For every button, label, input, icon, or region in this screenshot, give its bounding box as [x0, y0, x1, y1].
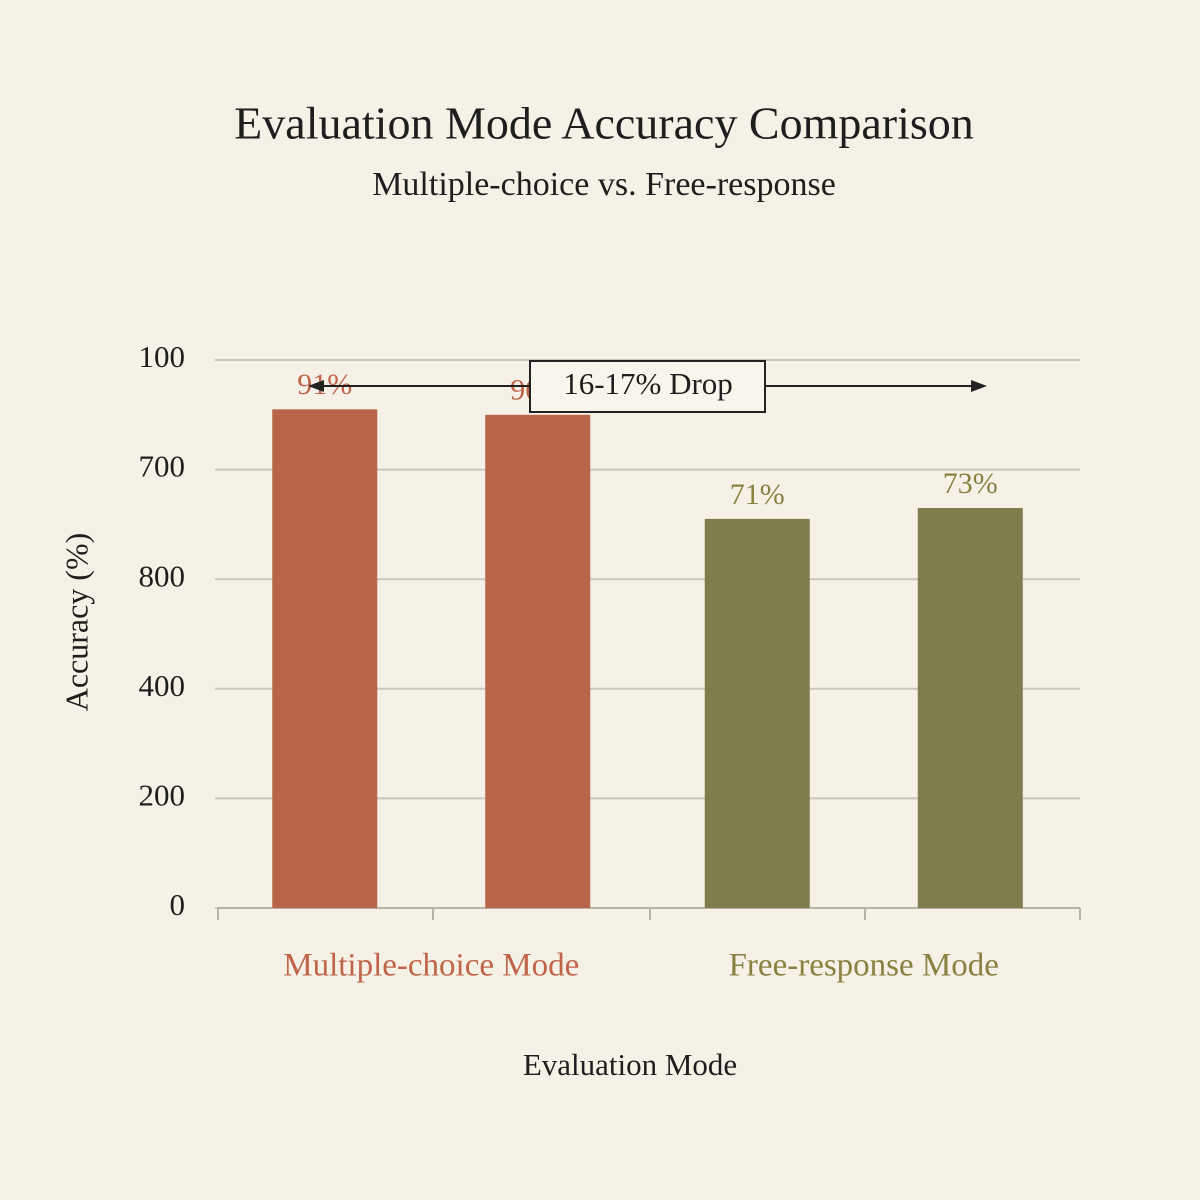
y-tick-label: 400 [139, 668, 186, 703]
bar [917, 507, 1023, 908]
y-tick-label: 700 [139, 449, 186, 484]
x-tick-label: Free-response Mode [729, 948, 999, 984]
chart-subtitle: Multiple-choice vs. Free-response [372, 166, 836, 203]
value-label: 71% [730, 478, 785, 511]
x-tick-label: Multiple-choice Mode [283, 948, 579, 984]
arrow-head [971, 380, 987, 392]
annotation: 16-17% Drop [308, 360, 987, 413]
y-tick-label: 200 [139, 778, 186, 813]
bar [704, 518, 810, 908]
y-tick-label: 100 [139, 339, 186, 374]
annotation-box [529, 360, 766, 413]
bar [272, 409, 378, 908]
y-tick-label: 800 [139, 558, 186, 593]
chart-title: Evaluation Mode Accuracy Comparison [234, 98, 974, 149]
y-axis-title: Accuracy (%) [58, 533, 94, 712]
bar [485, 414, 591, 908]
value-label: 73% [943, 467, 998, 500]
x-axis-title: Evaluation Mode [523, 1047, 737, 1082]
y-tick-label: 0 [170, 887, 186, 922]
arrow-head [308, 380, 324, 392]
value-label: 91% [297, 368, 352, 401]
annotation-text: 16-17% Drop [563, 366, 733, 401]
